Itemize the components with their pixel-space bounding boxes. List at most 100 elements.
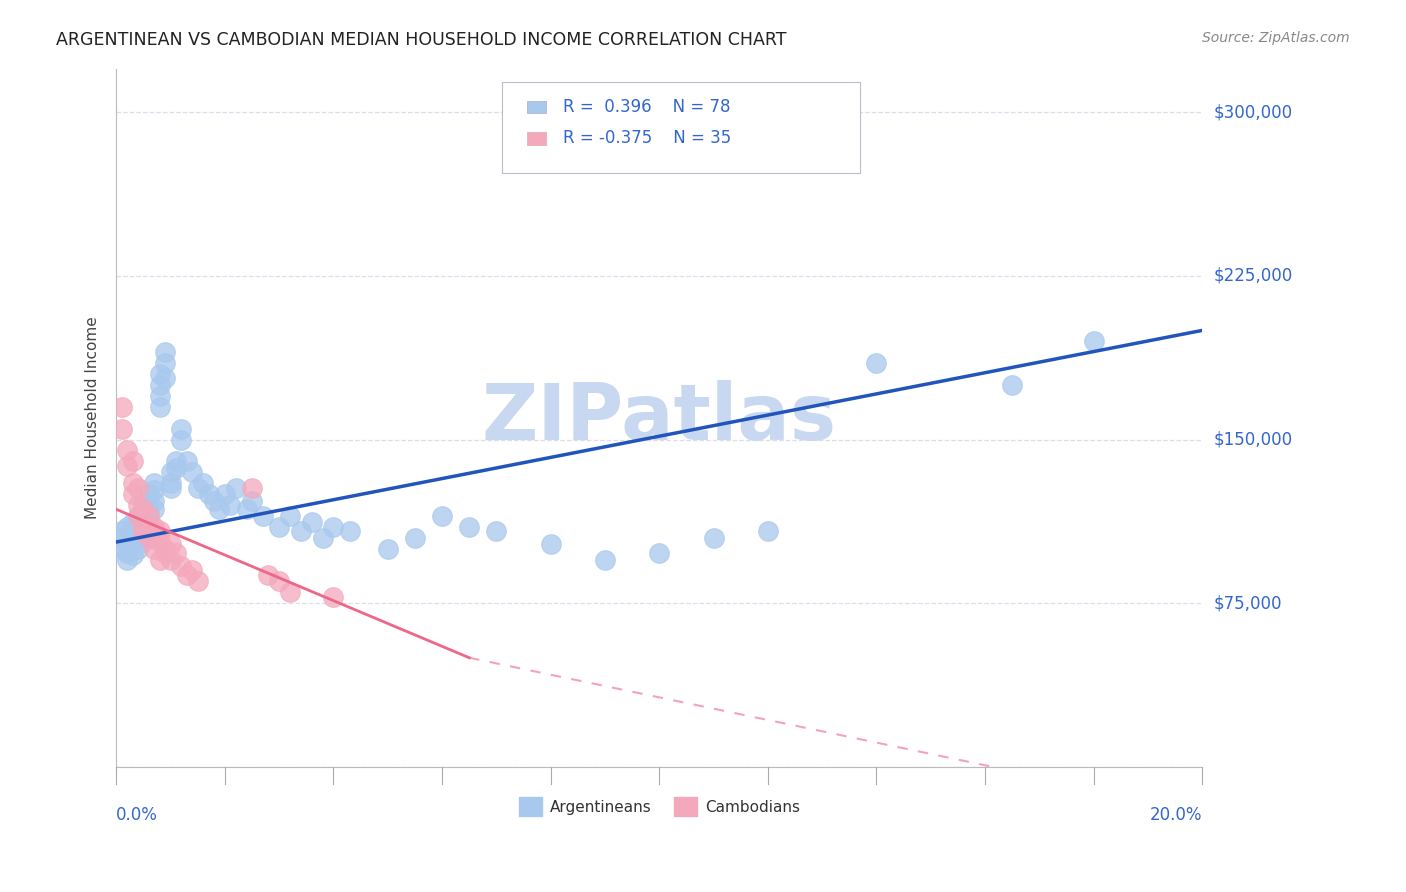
Point [269, 520, 291, 534]
Point [111, 524, 134, 538]
Text: R =  0.396    N = 78: R = 0.396 N = 78 [562, 98, 730, 116]
Point [121, 524, 143, 538]
Point [143, 520, 166, 534]
Point [115, 443, 138, 458]
Point [115, 546, 138, 560]
Point [127, 508, 149, 523]
Point [702, 531, 724, 545]
Point [339, 524, 361, 538]
Point [127, 524, 149, 538]
Point [165, 546, 187, 560]
Point [197, 487, 219, 501]
Point [181, 465, 204, 479]
Point [290, 524, 312, 538]
Point [149, 535, 172, 549]
Point [111, 531, 134, 545]
Point [257, 567, 280, 582]
Point [127, 481, 149, 495]
Point [132, 502, 155, 516]
Point [149, 400, 172, 414]
Point [865, 356, 887, 370]
Point [208, 502, 231, 516]
Point [149, 389, 172, 403]
Point [115, 552, 138, 566]
Point [153, 371, 176, 385]
Point [111, 400, 134, 414]
Point [311, 531, 333, 545]
Point [404, 531, 426, 545]
Point [240, 493, 263, 508]
Point [121, 535, 143, 549]
Point [278, 508, 301, 523]
Point [132, 498, 155, 512]
Point [458, 520, 481, 534]
Text: $150,000: $150,000 [1213, 431, 1292, 449]
Point [240, 481, 263, 495]
Point [127, 517, 149, 532]
Point [127, 508, 149, 523]
Point [278, 585, 301, 599]
Point [149, 524, 172, 538]
Point [138, 502, 160, 516]
Point [322, 520, 344, 534]
Point [269, 574, 291, 589]
Text: $300,000: $300,000 [1213, 103, 1292, 121]
Point [132, 535, 155, 549]
Point [138, 520, 160, 534]
Point [176, 454, 198, 468]
Point [127, 531, 149, 545]
Point [153, 546, 176, 560]
Point [322, 590, 344, 604]
Point [187, 574, 209, 589]
Point [540, 537, 562, 551]
Point [121, 476, 143, 491]
Point [138, 526, 160, 541]
Text: ARGENTINEAN VS CAMBODIAN MEDIAN HOUSEHOLD INCOME CORRELATION CHART: ARGENTINEAN VS CAMBODIAN MEDIAN HOUSEHOL… [56, 31, 787, 49]
Point [176, 567, 198, 582]
Point [138, 508, 160, 523]
Point [115, 520, 138, 534]
Point [138, 508, 160, 523]
Text: ZIPatlas: ZIPatlas [482, 380, 837, 456]
FancyBboxPatch shape [527, 132, 547, 145]
Point [181, 564, 204, 578]
Text: $225,000: $225,000 [1213, 267, 1292, 285]
Point [121, 487, 143, 501]
Point [143, 476, 166, 491]
Text: $75,000: $75,000 [1213, 594, 1282, 612]
Text: 0.0%: 0.0% [117, 806, 157, 824]
Point [132, 520, 155, 534]
Point [756, 524, 779, 538]
Point [149, 367, 172, 381]
Point [377, 541, 399, 556]
Legend: Argentineans, Cambodians: Argentineans, Cambodians [513, 791, 806, 822]
Point [132, 524, 155, 538]
Point [143, 541, 166, 556]
Point [153, 356, 176, 370]
Text: Source: ZipAtlas.com: Source: ZipAtlas.com [1202, 31, 1350, 45]
Point [235, 502, 257, 516]
Point [252, 508, 274, 523]
Y-axis label: Median Household Income: Median Household Income [86, 317, 100, 519]
Point [149, 378, 172, 392]
Point [132, 524, 155, 538]
Point [132, 507, 155, 521]
Point [143, 531, 166, 545]
Point [111, 541, 134, 556]
Point [127, 498, 149, 512]
Point [593, 552, 616, 566]
Point [648, 546, 671, 560]
Point [149, 552, 172, 566]
Point [225, 481, 247, 495]
Point [143, 493, 166, 508]
Point [159, 465, 181, 479]
Point [202, 493, 225, 508]
Point [170, 559, 193, 574]
Point [165, 461, 187, 475]
Point [430, 508, 453, 523]
Point [153, 541, 176, 556]
Point [127, 541, 149, 556]
Point [159, 481, 181, 495]
Point [143, 502, 166, 516]
Point [115, 537, 138, 551]
